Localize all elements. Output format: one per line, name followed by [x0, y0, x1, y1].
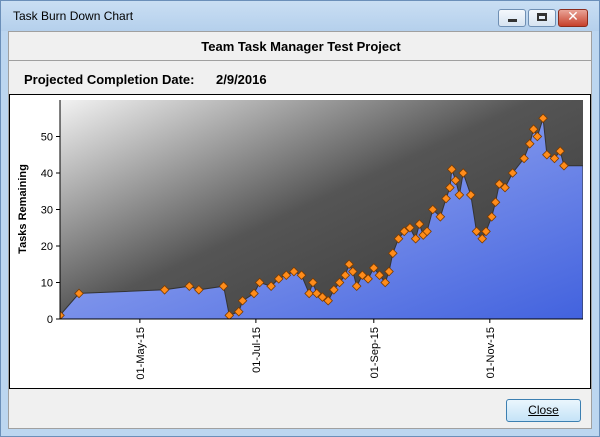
data-point [184, 281, 195, 291]
data-point [471, 226, 482, 237]
data-point [405, 222, 415, 233]
data-point [528, 124, 539, 135]
data-point [351, 281, 362, 291]
data-point [538, 113, 548, 124]
data-point [519, 153, 529, 164]
data-point [410, 233, 421, 244]
data-point [380, 277, 391, 288]
dialog-body: Team Task Manager Test Project Projected… [8, 31, 592, 429]
x-tick-label: 01-Jul-15 [251, 327, 263, 373]
window-close-button[interactable]: ✕ [558, 9, 588, 27]
data-point [323, 295, 333, 306]
x-tick-label: 01-Sep-15 [369, 327, 381, 378]
data-point [304, 288, 314, 299]
data-point [477, 233, 488, 244]
data-point [348, 266, 358, 277]
close-button[interactable]: Close [506, 399, 581, 422]
data-point [237, 295, 248, 306]
data-point [374, 270, 385, 281]
data-point [273, 274, 284, 284]
data-point [507, 168, 518, 178]
data-point [296, 270, 307, 281]
data-point [422, 226, 432, 237]
projected-completion-label: Projected Completion Date: [24, 72, 195, 87]
data-point [388, 248, 398, 259]
data-point [281, 270, 292, 281]
data-point [559, 160, 569, 171]
data-point [74, 288, 84, 299]
data-point [458, 168, 468, 178]
data-point [549, 153, 560, 164]
x-tick-label: 01-May-15 [135, 327, 147, 380]
data-point [445, 182, 455, 193]
y-tick-label: 10 [41, 278, 53, 290]
y-tick-label: 20 [41, 241, 53, 253]
maximize-button[interactable] [528, 9, 556, 27]
data-point [465, 190, 476, 200]
title-bar[interactable]: Task Burn Down Chart ✕ [1, 1, 599, 31]
data-point [446, 164, 457, 175]
minimize-button[interactable] [498, 9, 526, 27]
data-point [340, 270, 351, 281]
data-point [254, 277, 265, 288]
data-point [481, 226, 491, 237]
data-point [399, 226, 410, 237]
data-point [317, 292, 328, 302]
minimize-icon [508, 19, 517, 22]
data-point [344, 259, 354, 270]
data-point [494, 179, 505, 189]
chart-panel: 0 10 20 30 40 50 01-May-15 01-Jul-15 01-Sep-15 0… [9, 94, 591, 389]
y-tick-label: 40 [41, 168, 53, 180]
data-point [450, 175, 461, 186]
y-tick-label: 50 [41, 132, 53, 144]
data-point [308, 277, 318, 288]
data-point [441, 193, 451, 204]
data-point [233, 306, 244, 317]
data-point [194, 284, 204, 295]
close-icon: ✕ [567, 9, 579, 25]
data-point [532, 131, 543, 142]
data-point [490, 197, 501, 208]
data-point [159, 284, 170, 295]
data-point [500, 182, 510, 193]
data-point [249, 288, 259, 299]
window-title: Task Burn Down Chart [13, 9, 134, 23]
data-point [486, 211, 497, 222]
chart-title: Team Task Manager Test Project [201, 39, 401, 54]
y-axis-label: Tasks Remaining [17, 164, 29, 254]
data-point [224, 310, 235, 319]
data-point [384, 266, 394, 277]
data-point [334, 277, 345, 288]
data-point [414, 219, 425, 229]
maximize-icon [537, 13, 547, 21]
x-tick-label: 01-Nov-15 [485, 327, 497, 378]
y-tick-label: 0 [47, 314, 53, 326]
data-point [524, 138, 535, 149]
data-point [60, 310, 65, 319]
burn-down-chart: 0 10 20 30 40 50 01-May-15 01-Jul-15 01-Sep-15 0… [17, 100, 583, 380]
data-point [329, 284, 339, 295]
data-point [542, 149, 552, 160]
data-point [357, 270, 368, 281]
data-point [266, 281, 276, 291]
data-point [393, 233, 404, 244]
data-point [368, 263, 379, 273]
data-point [435, 211, 446, 222]
data-point [289, 266, 299, 277]
data-point [218, 281, 229, 291]
close-button-label: Close [528, 403, 559, 417]
y-tick-label: 30 [41, 205, 53, 217]
header-divider [9, 60, 591, 61]
data-point [427, 204, 438, 215]
data-point [555, 146, 565, 156]
data-point [363, 274, 373, 284]
data-point [454, 190, 465, 200]
data-point [311, 288, 322, 299]
projected-completion-value: 2/9/2016 [216, 72, 267, 87]
